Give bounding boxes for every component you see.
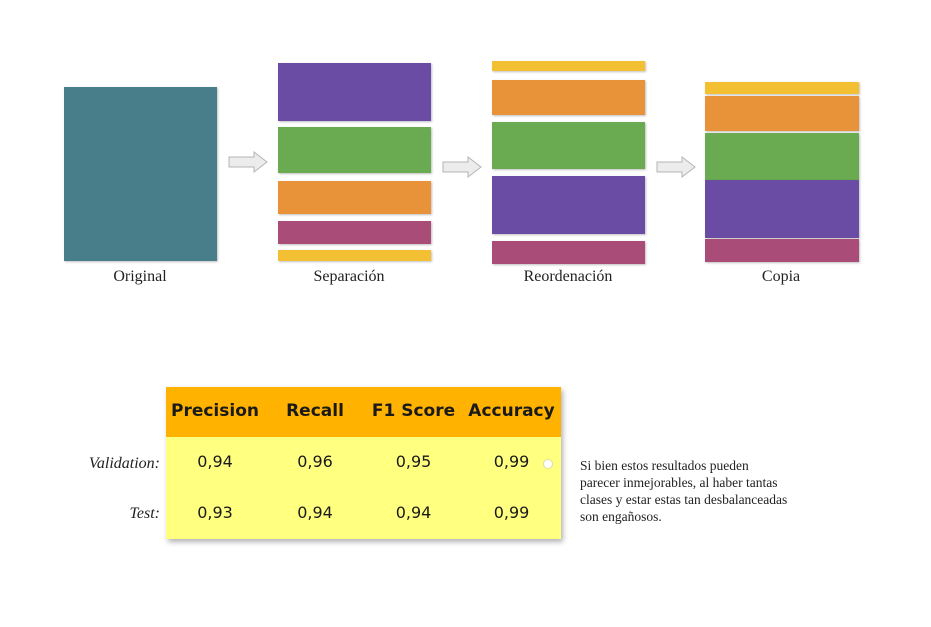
stage-label-reordenacion: Reordenación <box>523 268 613 285</box>
copy-green-block <box>705 133 859 180</box>
copy-purple-block <box>705 180 859 238</box>
table-header: Precision Recall F1 Score Accuracy <box>166 387 561 437</box>
table-cell: 0,93 <box>197 503 233 522</box>
header-accuracy: Accuracy <box>468 401 555 421</box>
header-f1-score: F1 Score <box>371 401 456 421</box>
reorder-green-block <box>492 122 645 169</box>
reorder-yellow-block <box>492 61 645 71</box>
stage-label-separacion: Separación <box>313 268 385 285</box>
separation-green-block <box>278 127 431 173</box>
table-cell: 0,94 <box>297 503 333 522</box>
separation-orange-block <box>278 181 431 214</box>
table-cell: 0,99 <box>493 503 530 522</box>
table-cell: 0,99 <box>493 452 530 471</box>
row-label-test: Test: <box>129 505 160 522</box>
separation-magenta-block <box>278 221 431 244</box>
separation-yellow-block <box>278 250 431 261</box>
original-block <box>64 87 217 261</box>
reorder-purple-block <box>492 176 645 234</box>
copy-orange-block <box>705 96 859 131</box>
copy-yellow-block <box>705 82 859 94</box>
separation-purple-block <box>278 63 431 121</box>
metrics-table: Precision Recall F1 Score Accuracy 0,94 … <box>166 387 561 539</box>
stage-label-copia: Copia <box>761 268 801 285</box>
row-label-validation: Validation: <box>88 455 160 472</box>
table-cell: 0,94 <box>395 503 432 522</box>
reorder-magenta-block <box>492 241 645 264</box>
arrow-right-icon <box>656 156 696 178</box>
header-recall: Recall <box>286 401 344 421</box>
header-precision: Precision <box>170 401 259 421</box>
reorder-orange-block <box>492 80 645 115</box>
note-text: Si bien estos resultados pueden parecer … <box>580 458 788 524</box>
arrow-right-icon <box>442 156 482 178</box>
table-cell: 0,95 <box>395 452 432 471</box>
table-cell: 0,94 <box>197 452 233 471</box>
table-body: 0,94 0,96 0,95 0,99 0,93 0,94 0,94 0,99 <box>166 437 561 539</box>
table-cell: 0,96 <box>297 452 333 471</box>
arrow-right-icon <box>228 151 268 173</box>
copy-magenta-block <box>705 239 859 262</box>
bullet-dot-icon <box>543 459 553 469</box>
stage-label-original: Original <box>113 268 167 285</box>
